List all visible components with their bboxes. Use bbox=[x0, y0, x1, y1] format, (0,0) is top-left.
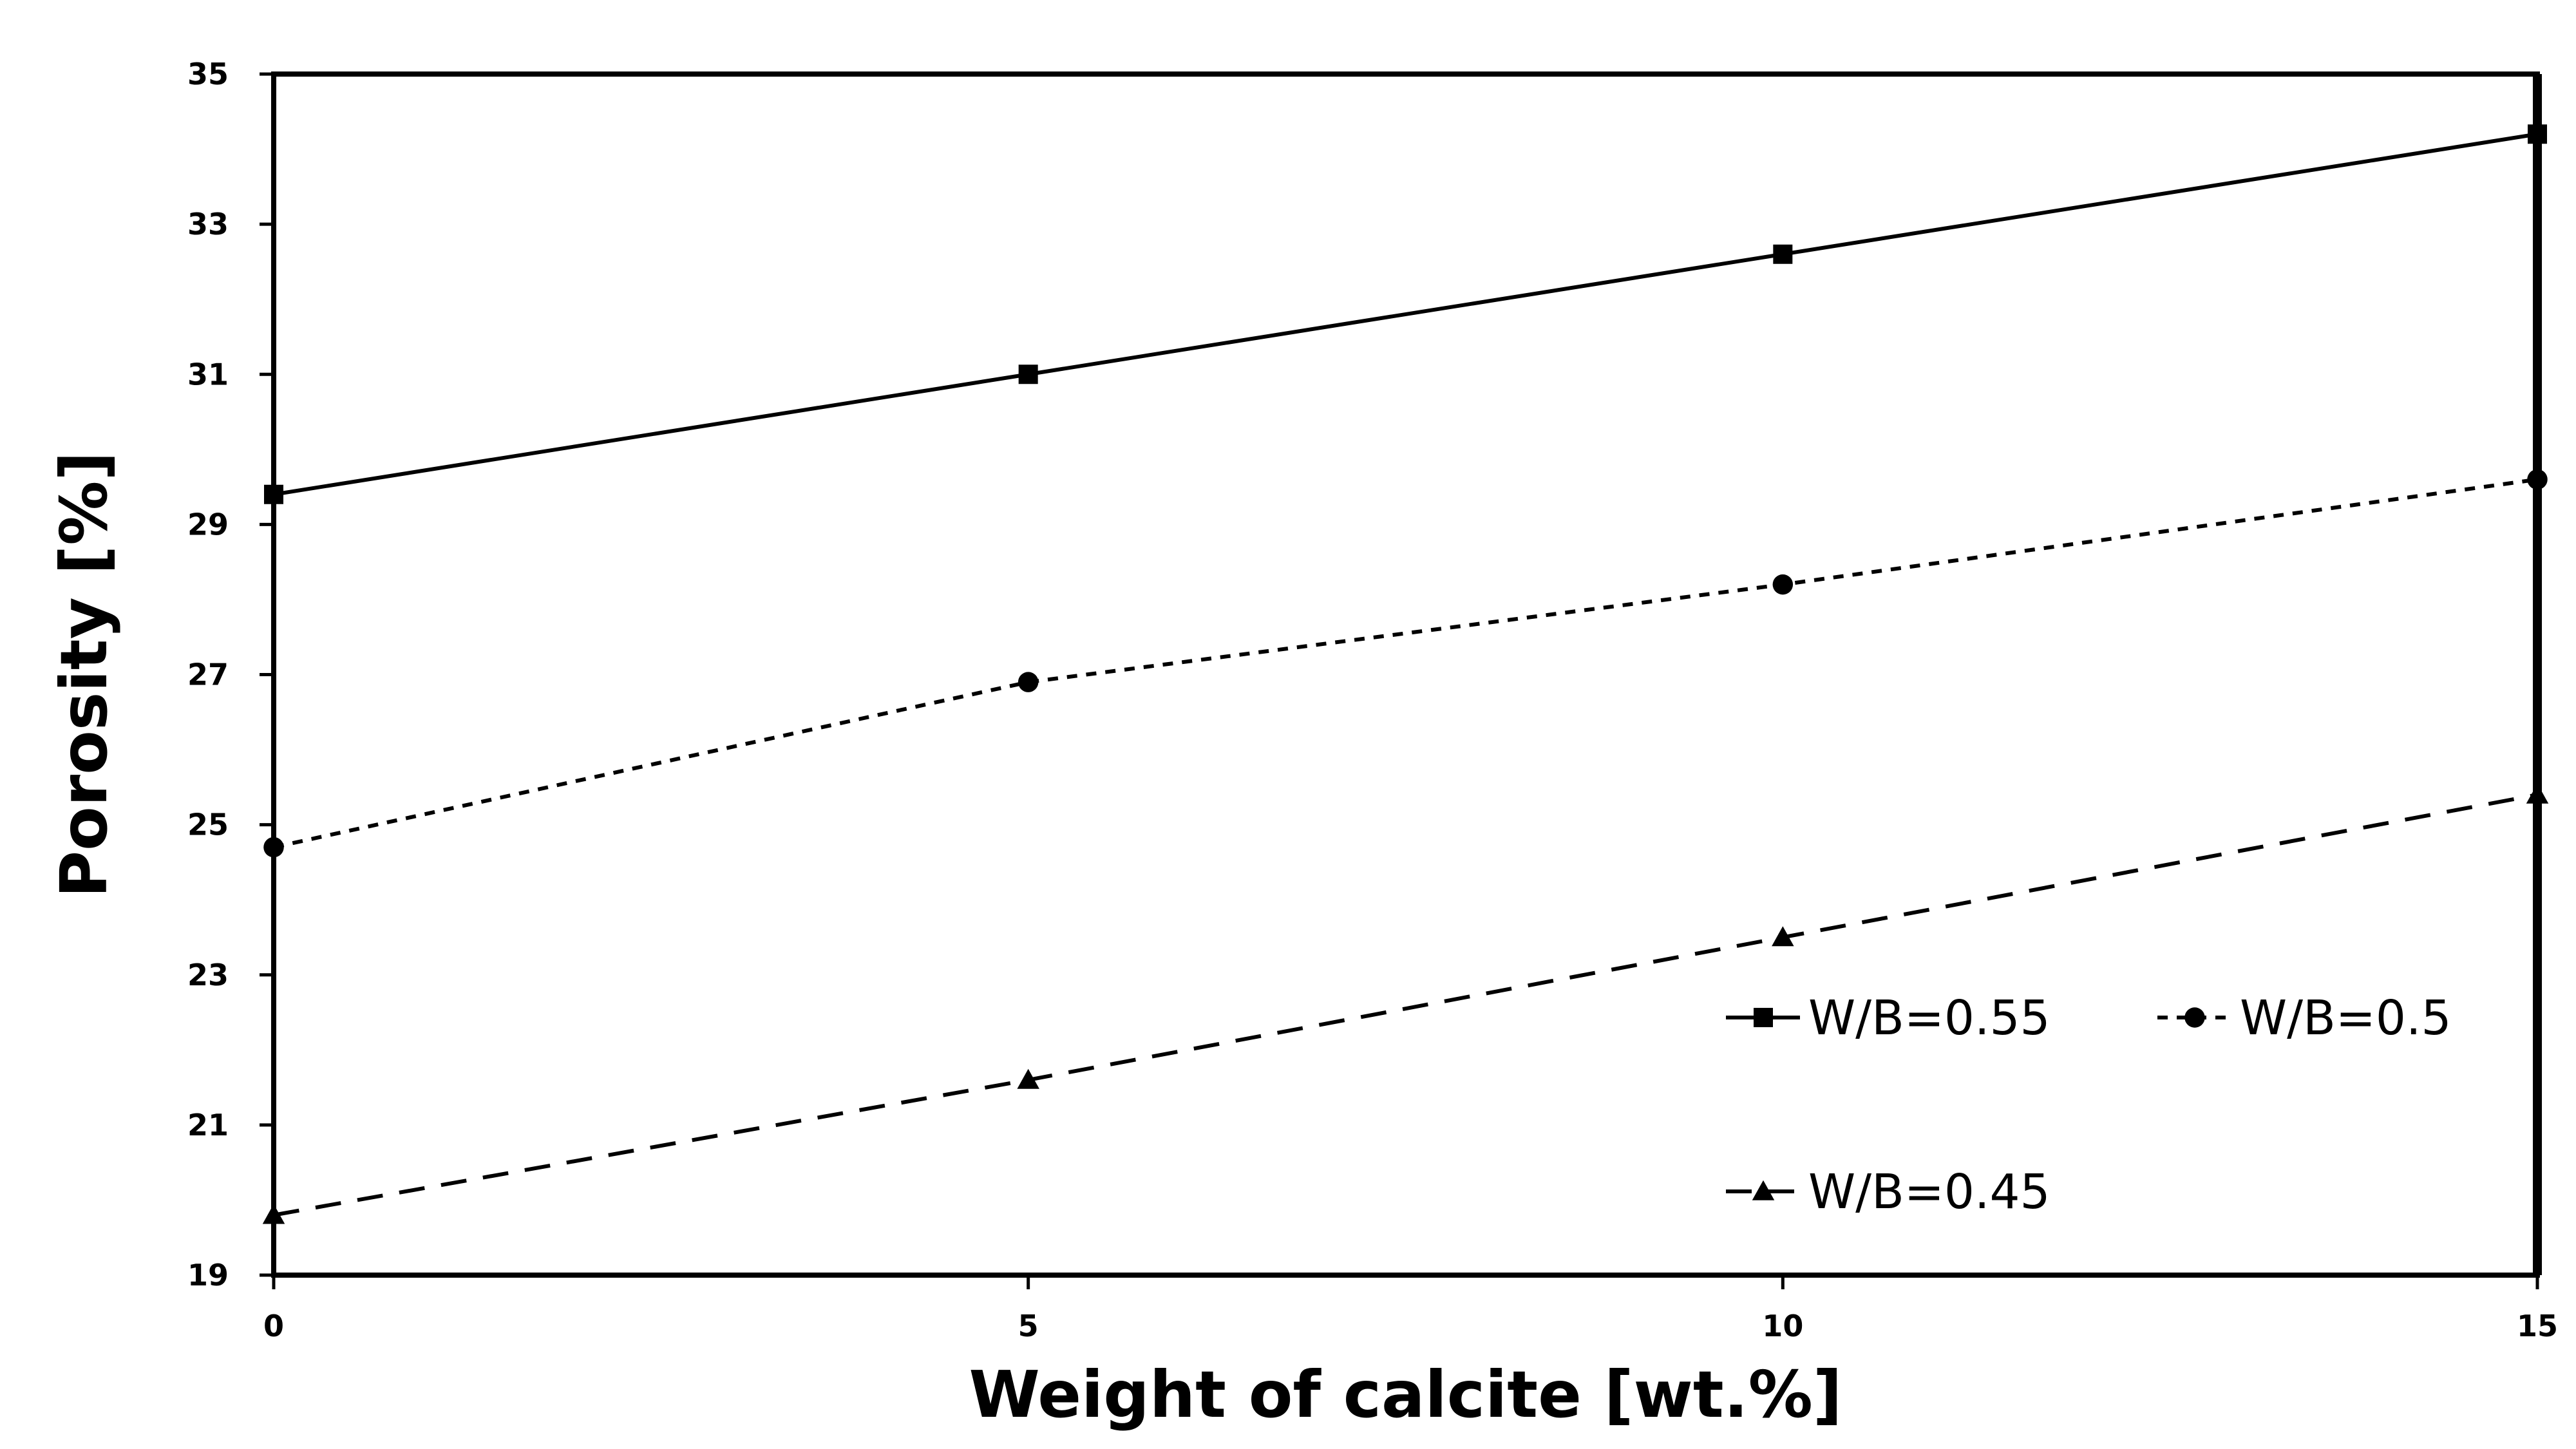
legend-item: W/B=0.5 bbox=[2157, 990, 2452, 1046]
data-point-circle bbox=[263, 837, 284, 858]
data-point-circle bbox=[2184, 1007, 2205, 1028]
data-point-square bbox=[264, 484, 283, 504]
data-point-circle bbox=[1018, 672, 1039, 692]
data-point-triangle bbox=[1772, 926, 1794, 947]
y-tick-label: 25 bbox=[187, 808, 229, 842]
legend-label: W/B=0.55 bbox=[1808, 990, 2050, 1046]
legend-item: W/B=0.45 bbox=[1726, 1164, 2050, 1220]
legend-label: W/B=0.45 bbox=[1808, 1164, 2050, 1220]
data-point-triangle bbox=[1017, 1068, 1039, 1089]
y-tick-label: 31 bbox=[187, 357, 229, 392]
data-point-square bbox=[1018, 365, 1038, 384]
y-tick-label: 19 bbox=[187, 1258, 229, 1293]
series-line bbox=[273, 793, 2538, 1217]
y-tick-label: 35 bbox=[187, 57, 229, 91]
data-point-square bbox=[2528, 124, 2547, 144]
x-tick-label: 5 bbox=[1018, 1309, 1039, 1343]
series-line bbox=[273, 477, 2538, 849]
legend-item: W/B=0.55 bbox=[1726, 990, 2050, 1046]
y-tick-label: 21 bbox=[187, 1108, 229, 1142]
data-point-circle bbox=[1772, 574, 1794, 595]
y-tick-label: 29 bbox=[187, 507, 229, 542]
data-point-triangle bbox=[1752, 1180, 1775, 1200]
x-axis-title: Weight of calcite [wt.%] bbox=[969, 1357, 1842, 1432]
y-tick-label: 27 bbox=[187, 658, 229, 692]
series-1 bbox=[263, 469, 2548, 858]
y-tick-label: 23 bbox=[187, 958, 229, 992]
data-point-square bbox=[1754, 1008, 1773, 1027]
axes: 19 21 23 25 27 29 31 33 35 0 5 10 15 bbox=[187, 57, 2558, 1343]
legend: W/B=0.55 W/B=0.5 W/B=0.45 bbox=[1726, 990, 2452, 1220]
data-point-triangle bbox=[2526, 783, 2549, 804]
series-0 bbox=[264, 124, 2547, 504]
series-2 bbox=[262, 783, 2549, 1224]
series-layer bbox=[262, 124, 2549, 1224]
legend-label: W/B=0.5 bbox=[2240, 990, 2452, 1046]
series-line bbox=[273, 132, 2538, 497]
data-point-triangle bbox=[262, 1204, 285, 1224]
x-tick-label: 10 bbox=[1762, 1309, 1803, 1343]
data-point-square bbox=[1773, 244, 1793, 264]
data-point-circle bbox=[2527, 469, 2548, 490]
x-tick-label: 0 bbox=[263, 1309, 284, 1343]
x-tick-label: 15 bbox=[2517, 1309, 2558, 1343]
y-axis-title: Porosity [%] bbox=[46, 451, 122, 898]
y-tick-label: 33 bbox=[187, 207, 229, 242]
